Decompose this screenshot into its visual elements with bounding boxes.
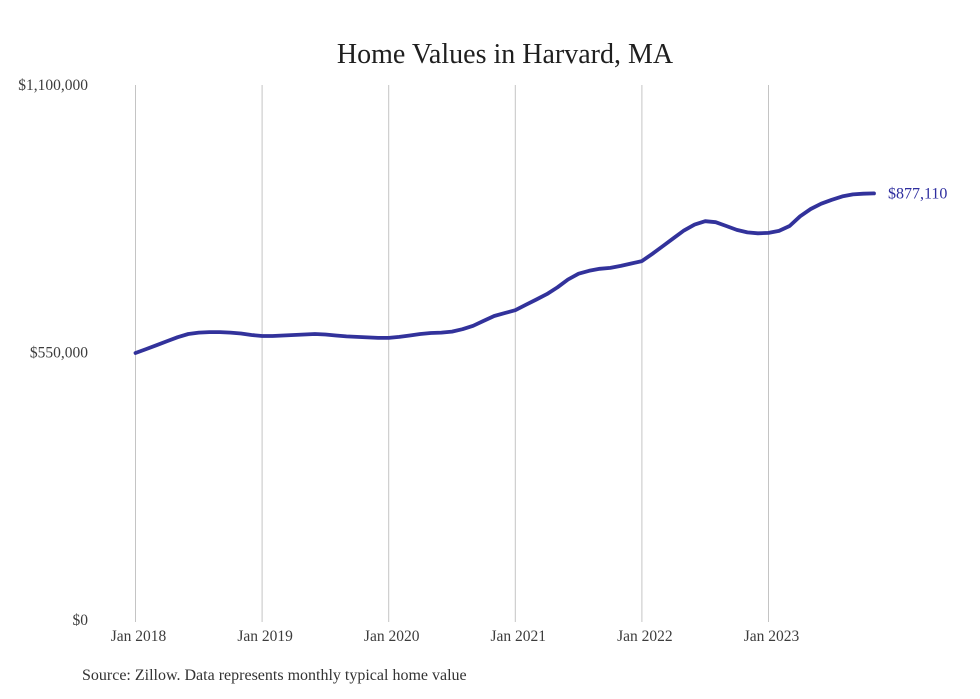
y-axis-labels: $1,100,000 $550,000 $0 — [18, 77, 88, 629]
x-axis-labels: Jan 2018 Jan 2019 Jan 2020 Jan 2021 Jan 2022… — [111, 628, 800, 645]
y-tick-label: $0 — [73, 612, 89, 629]
source-note: Source: Zillow. Data represents monthly … — [82, 667, 467, 684]
chart-title: Home Values in Harvard, MA — [337, 39, 674, 70]
x-tick-label: Jan 2018 — [111, 628, 167, 645]
home-value-line — [133, 191, 876, 355]
x-tick-label: Jan 2020 — [364, 628, 420, 645]
y-tick-label: $550,000 — [30, 345, 88, 362]
end-value-label: $877,110 — [888, 185, 947, 202]
x-tick-label: Jan 2023 — [744, 628, 800, 645]
gridlines — [135, 85, 769, 622]
x-tick-label: Jan 2021 — [491, 628, 547, 645]
x-tick-label: Jan 2019 — [237, 628, 293, 645]
y-tick-label: $1,100,000 — [18, 77, 88, 94]
x-tick-label: Jan 2022 — [617, 628, 673, 645]
